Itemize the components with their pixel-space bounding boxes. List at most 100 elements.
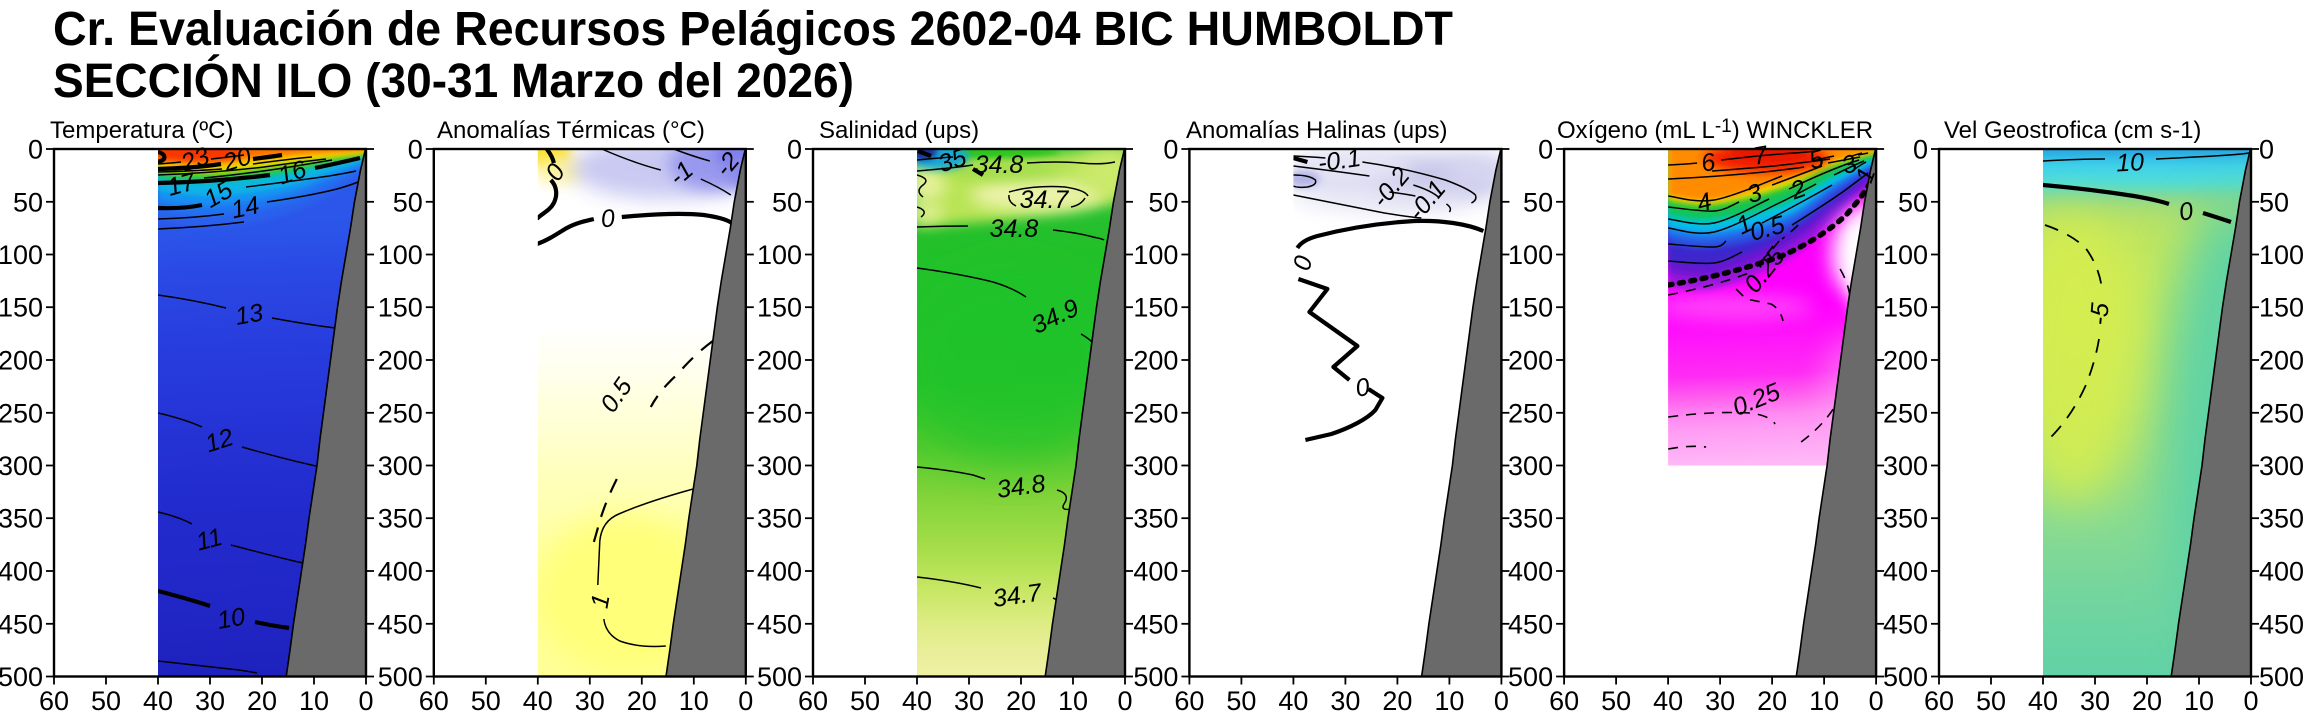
svg-text:13: 13	[233, 299, 265, 331]
svg-text:10: 10	[215, 603, 247, 635]
svg-text:350: 350	[0, 504, 43, 534]
svg-text:400: 400	[2259, 556, 2303, 586]
svg-text:50: 50	[1976, 686, 2006, 716]
svg-text:20: 20	[1006, 686, 1036, 716]
svg-text:500: 500	[1883, 662, 1928, 692]
svg-text:300: 300	[2259, 451, 2303, 481]
svg-text:100: 100	[1883, 240, 1928, 270]
svg-text:300: 300	[1508, 451, 1553, 481]
svg-text:0: 0	[358, 686, 373, 716]
svg-text:200: 200	[2259, 345, 2303, 375]
svg-text:10: 10	[1434, 686, 1464, 716]
svg-text:Anomalías Halinas (ups): Anomalías Halinas (ups)	[1186, 117, 1447, 144]
svg-text:10: 10	[299, 686, 329, 716]
svg-text:40: 40	[902, 686, 932, 716]
svg-text:0: 0	[2259, 134, 2274, 164]
svg-text:40: 40	[143, 686, 173, 716]
svg-text:14: 14	[229, 191, 262, 224]
svg-text:150: 150	[1883, 293, 1928, 323]
svg-text:34.7: 34.7	[1020, 186, 1070, 214]
svg-text:34.7: 34.7	[991, 578, 1044, 613]
svg-text:500: 500	[2259, 662, 2303, 692]
svg-text:50: 50	[1226, 686, 1256, 716]
svg-text:250: 250	[757, 398, 802, 428]
svg-text:500: 500	[0, 662, 43, 692]
svg-text:200: 200	[757, 345, 802, 375]
svg-text:0: 0	[1913, 134, 1928, 164]
svg-text:450: 450	[0, 609, 43, 639]
svg-text:150: 150	[1133, 293, 1178, 323]
svg-text:350: 350	[378, 504, 423, 534]
svg-text:50: 50	[2259, 187, 2289, 217]
svg-text:10: 10	[1809, 686, 1839, 716]
svg-text:20: 20	[627, 686, 657, 716]
svg-text:0: 0	[1117, 686, 1132, 716]
svg-text:60: 60	[798, 686, 828, 716]
svg-text:400: 400	[757, 556, 802, 586]
svg-text:350: 350	[2259, 504, 2303, 534]
svg-text:40: 40	[1278, 686, 1308, 716]
svg-text:450: 450	[378, 609, 423, 639]
svg-text:6: 6	[1699, 148, 1718, 178]
svg-text:34.8: 34.8	[995, 469, 1047, 504]
svg-text:250: 250	[2259, 398, 2303, 428]
svg-text:450: 450	[1133, 609, 1178, 639]
svg-text:0: 0	[1163, 134, 1178, 164]
svg-text:400: 400	[1508, 556, 1553, 586]
svg-text:200: 200	[1883, 345, 1928, 375]
svg-text:10: 10	[1058, 686, 1088, 716]
svg-text:450: 450	[1508, 609, 1553, 639]
svg-text:50: 50	[1898, 187, 1928, 217]
svg-text:50: 50	[772, 187, 802, 217]
svg-text:0: 0	[787, 134, 802, 164]
svg-text:500: 500	[1508, 662, 1553, 692]
svg-text:350: 350	[1133, 504, 1178, 534]
svg-text:0: 0	[600, 204, 616, 233]
svg-text:Salinidad (ups): Salinidad (ups)	[819, 117, 979, 144]
svg-text:500: 500	[1133, 662, 1178, 692]
svg-text:200: 200	[1508, 345, 1553, 375]
svg-text:50: 50	[471, 686, 501, 716]
svg-text:50: 50	[1148, 187, 1178, 217]
svg-text:60: 60	[1549, 686, 1579, 716]
svg-text:60: 60	[39, 686, 69, 716]
svg-text:100: 100	[1508, 240, 1553, 270]
svg-text:40: 40	[2028, 686, 2058, 716]
svg-text:450: 450	[1883, 609, 1928, 639]
svg-text:300: 300	[1133, 451, 1178, 481]
svg-text:50: 50	[393, 187, 423, 217]
svg-text:0: 0	[1538, 134, 1553, 164]
svg-text:400: 400	[1133, 556, 1178, 586]
svg-text:50: 50	[91, 686, 121, 716]
svg-text:400: 400	[378, 556, 423, 586]
svg-text:300: 300	[757, 451, 802, 481]
svg-text:50: 50	[1523, 187, 1553, 217]
svg-text:150: 150	[1508, 293, 1553, 323]
svg-text:0: 0	[408, 134, 423, 164]
svg-text:20: 20	[247, 686, 277, 716]
svg-text:50: 50	[1601, 686, 1631, 716]
svg-text:40: 40	[1653, 686, 1683, 716]
svg-text:40: 40	[523, 686, 553, 716]
svg-text:1: 1	[586, 592, 616, 611]
svg-text:30: 30	[1705, 686, 1735, 716]
svg-text:450: 450	[2259, 609, 2303, 639]
svg-text:250: 250	[378, 398, 423, 428]
svg-text:150: 150	[0, 293, 43, 323]
svg-text:Temperatura (ºC): Temperatura (ºC)	[50, 117, 233, 144]
svg-text:100: 100	[0, 240, 43, 270]
svg-text:400: 400	[0, 556, 43, 586]
svg-text:450: 450	[757, 609, 802, 639]
svg-text:300: 300	[378, 451, 423, 481]
svg-text:0: 0	[1869, 686, 1884, 716]
svg-text:150: 150	[757, 293, 802, 323]
svg-text:0: 0	[2243, 686, 2258, 716]
svg-text:20: 20	[2132, 686, 2162, 716]
svg-text:300: 300	[1883, 451, 1928, 481]
svg-text:34.8: 34.8	[975, 151, 1024, 179]
svg-text:200: 200	[0, 345, 43, 375]
svg-text:Anomalías Térmicas (°C): Anomalías Térmicas (°C)	[437, 117, 705, 144]
svg-text:10: 10	[2184, 686, 2214, 716]
svg-text:500: 500	[378, 662, 423, 692]
svg-text:30: 30	[954, 686, 984, 716]
